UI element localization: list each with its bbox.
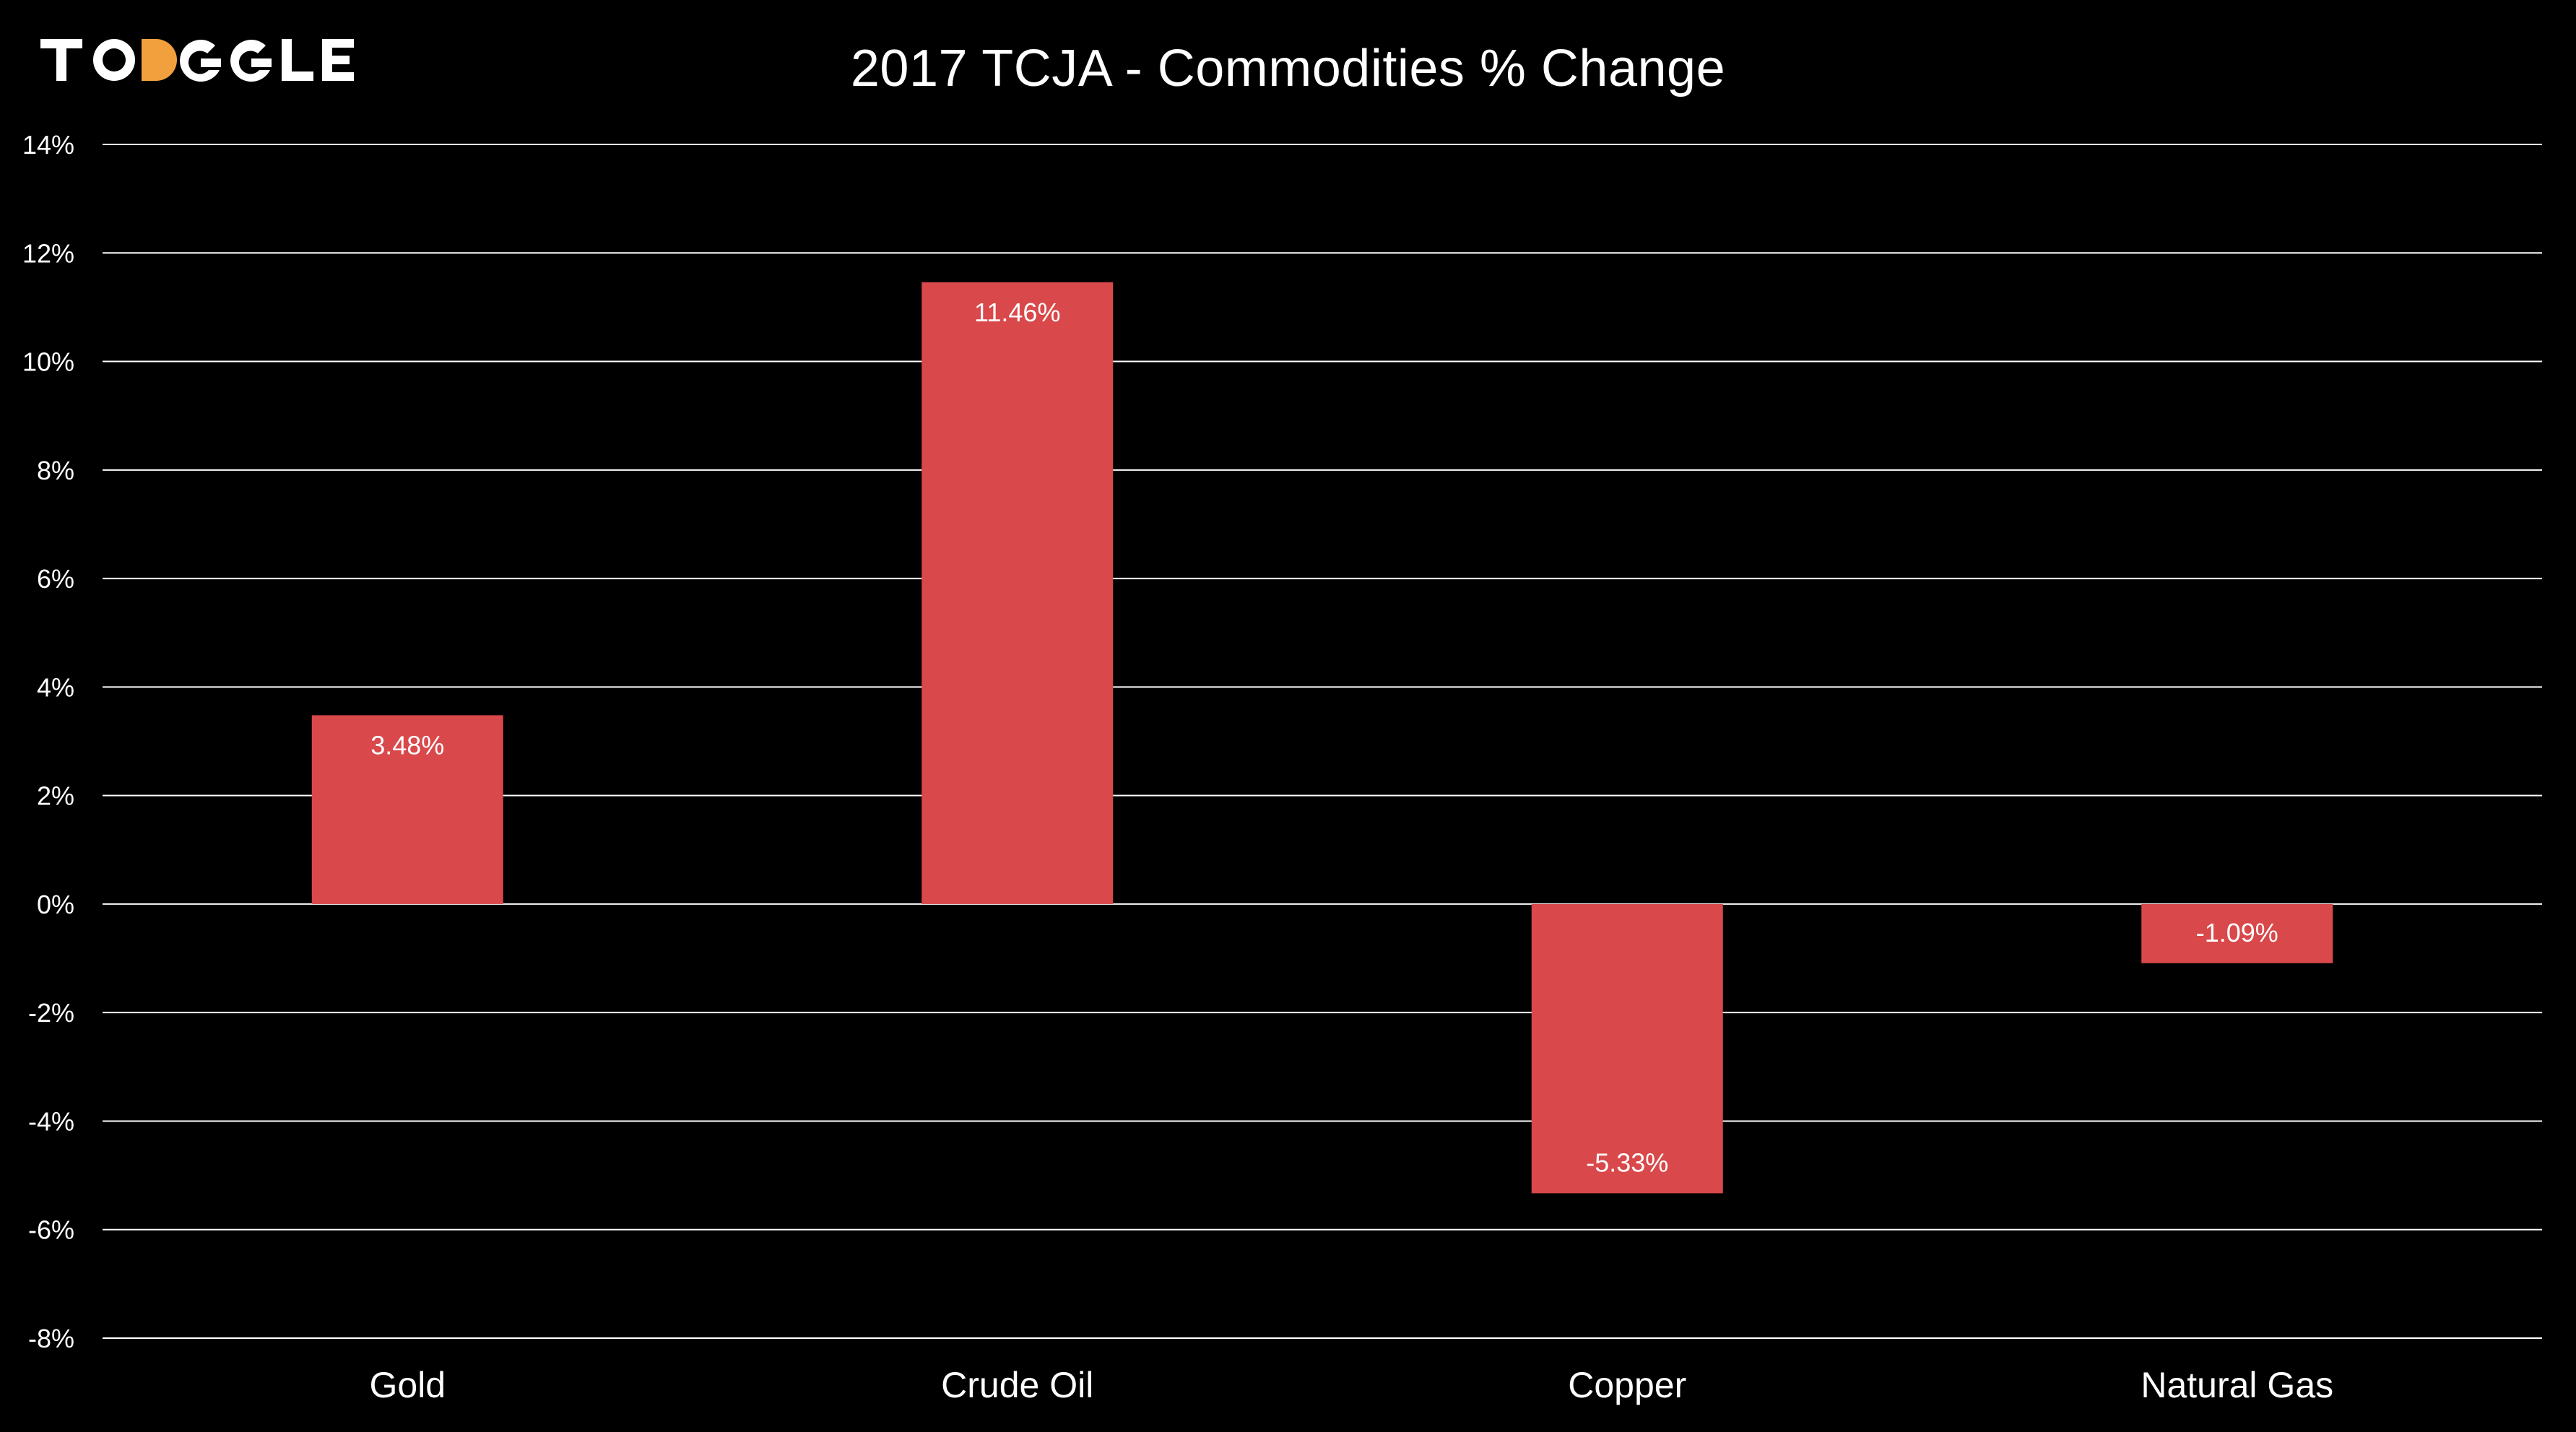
data-label: 11.46%: [974, 298, 1060, 327]
y-tick-label: 0%: [37, 890, 74, 919]
bar-gold: [311, 715, 503, 904]
bar-copper: [1531, 903, 1723, 1194]
gridlines: [103, 144, 2542, 1339]
data-label: -1.09%: [2196, 918, 2278, 947]
bar-natural-gas: [2141, 903, 2333, 963]
y-tick-label: 4%: [37, 672, 74, 702]
bar-crude-oil: [921, 282, 1114, 904]
data-label: -5.33%: [1586, 1147, 1668, 1177]
logo-accent-d: [142, 39, 177, 81]
category-label: Crude Oil: [941, 1365, 1093, 1405]
data-label: 3.48%: [370, 730, 444, 760]
y-tick-label: 8%: [37, 456, 74, 485]
category-label: Natural Gas: [2141, 1365, 2333, 1405]
y-tick-label: -4%: [28, 1106, 74, 1136]
toggle-logo: [40, 39, 354, 82]
y-axis-ticks: 14% 12% 10% 8% 6% 4% 2% 0% -2% -4% -6% -8%: [22, 130, 74, 1353]
category-label: Copper: [1568, 1365, 1686, 1405]
y-tick-label: 10%: [22, 347, 74, 377]
y-tick-label: -6%: [28, 1215, 74, 1245]
data-labels: 3.48% 11.46% -5.33% -1.09%: [370, 298, 2278, 1178]
category-labels: Gold Crude Oil Copper Natural Gas: [369, 1365, 2333, 1405]
y-tick-label: 2%: [37, 781, 74, 811]
y-tick-label: 14%: [22, 130, 74, 160]
bars: [311, 282, 2333, 1194]
y-tick-label: 6%: [37, 564, 74, 594]
y-tick-label: 12%: [22, 238, 74, 268]
y-tick-label: -8%: [28, 1324, 74, 1353]
chart-title: 2017 TCJA - Commodities % Change: [850, 40, 1726, 97]
category-label: Gold: [369, 1365, 446, 1405]
y-tick-label: -2%: [28, 998, 74, 1028]
